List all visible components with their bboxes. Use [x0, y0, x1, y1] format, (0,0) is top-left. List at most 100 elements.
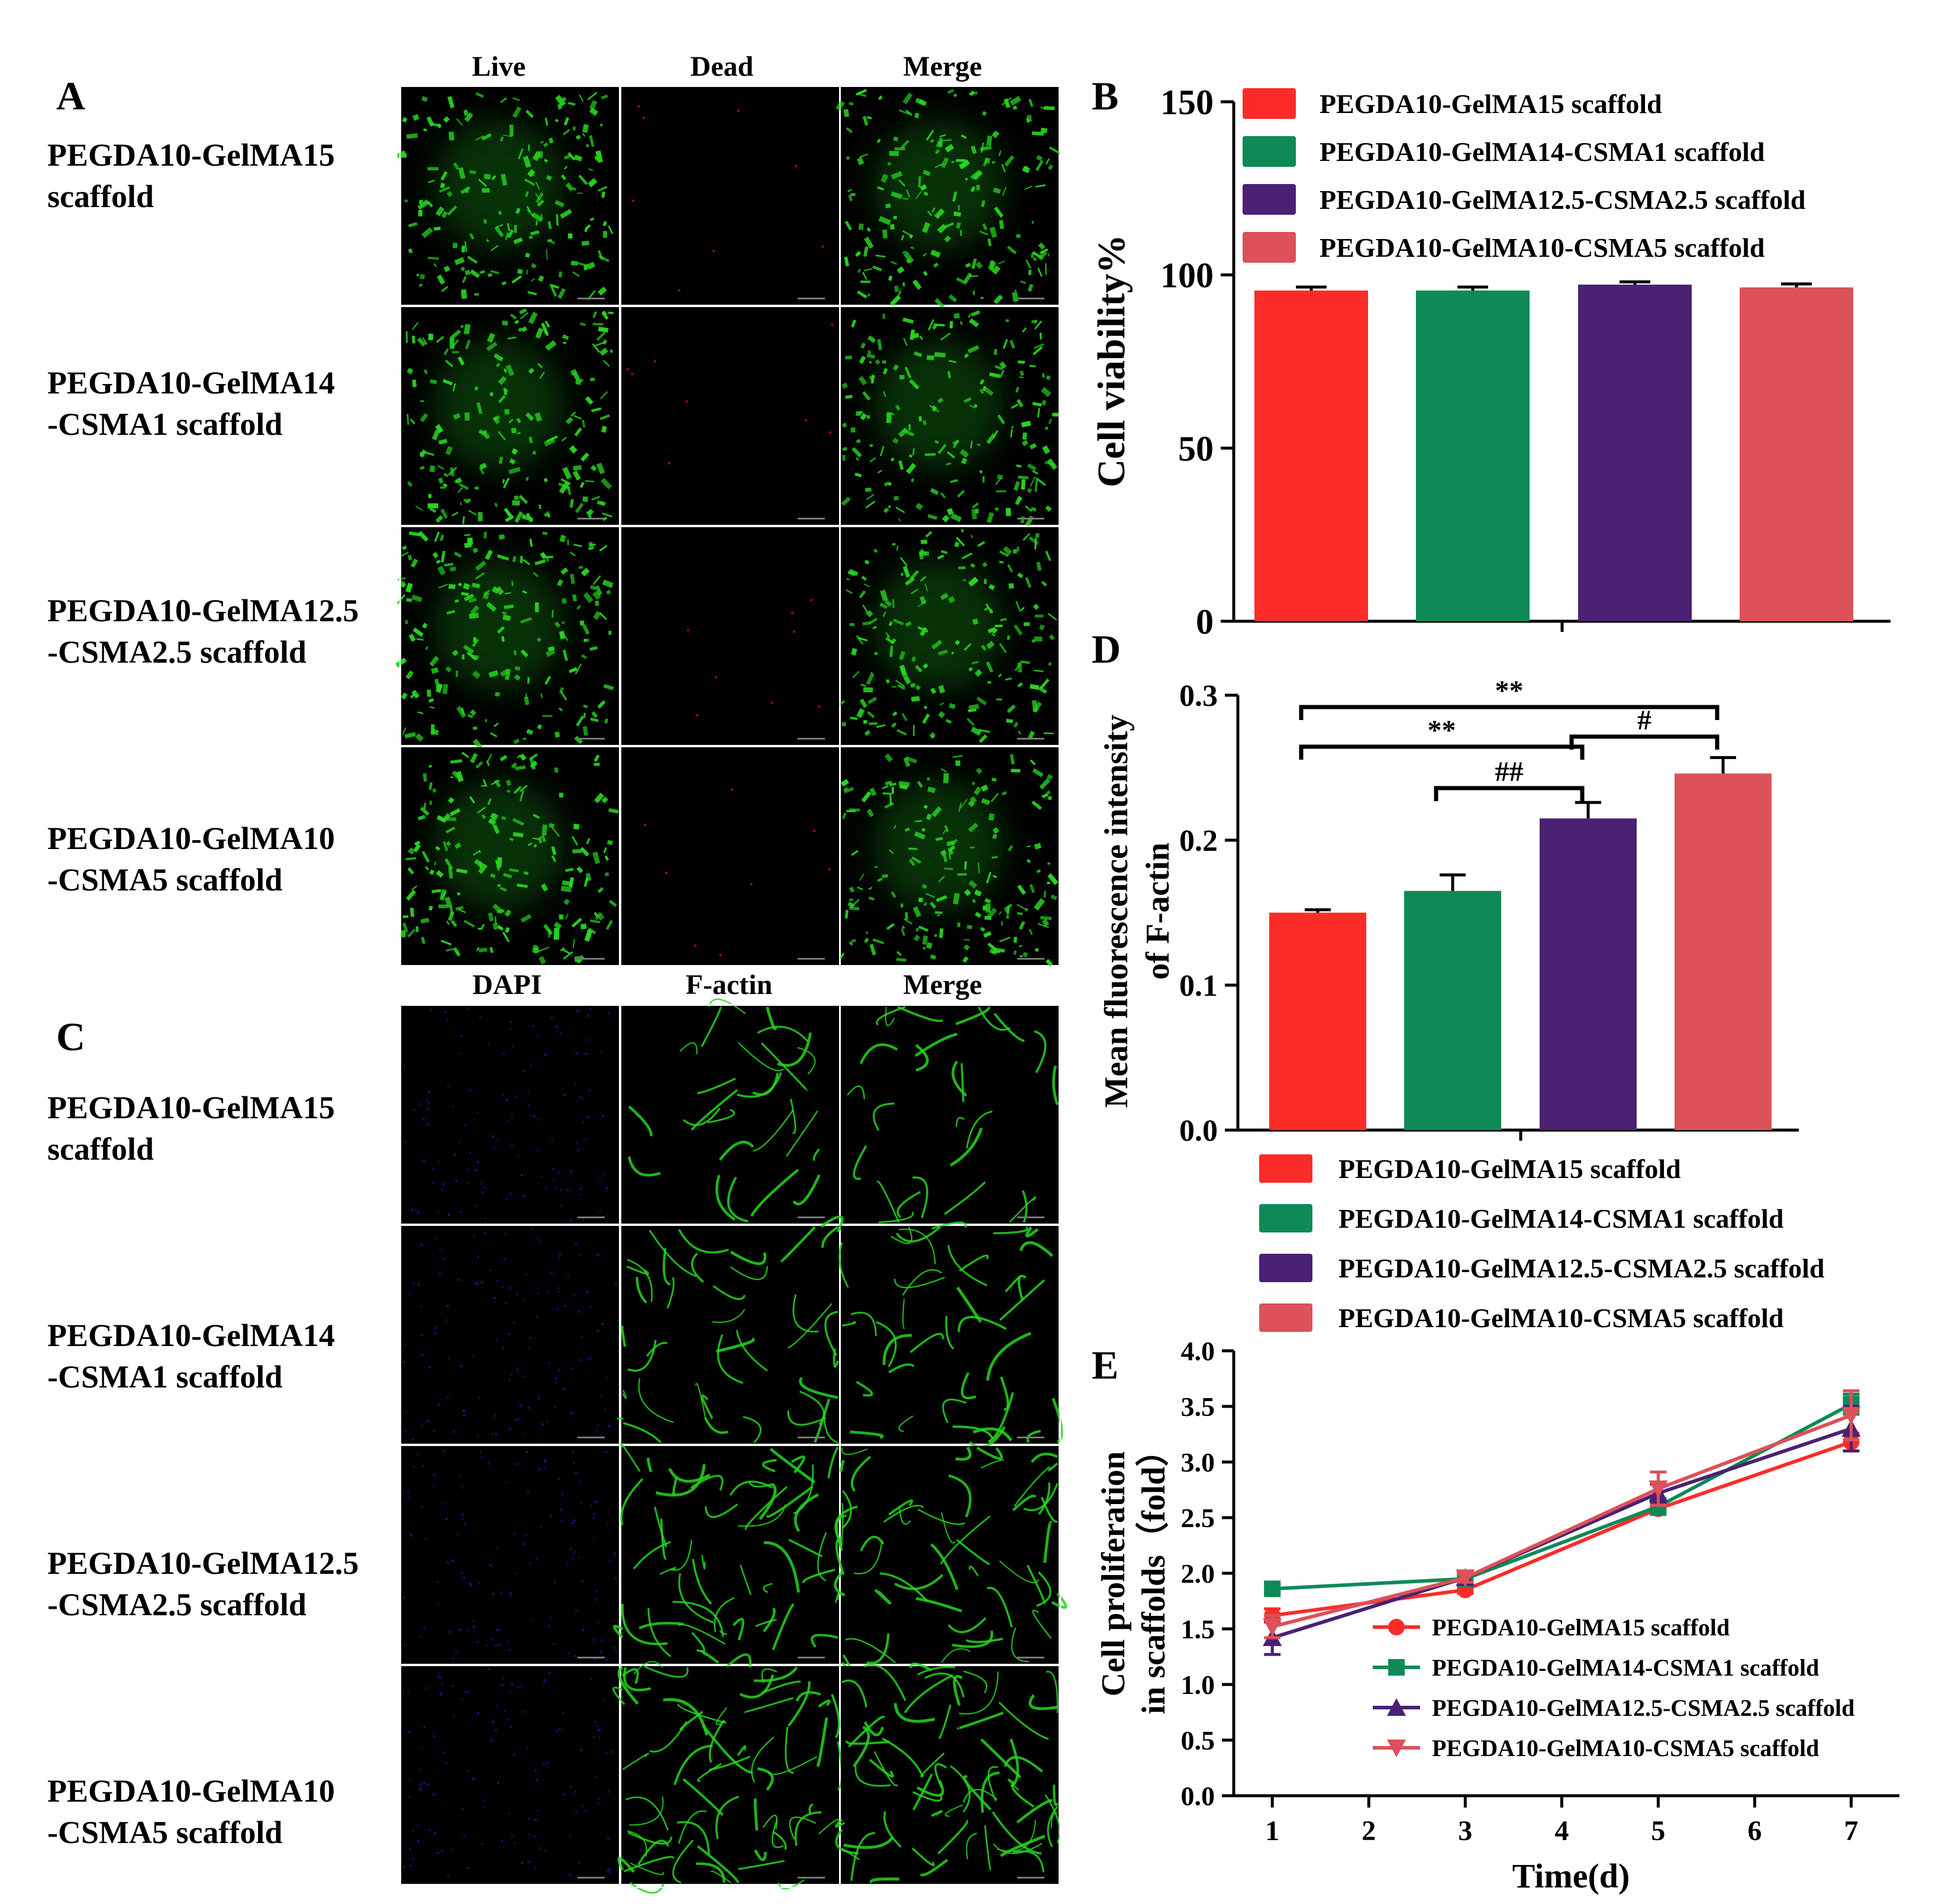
- cell-mark: [862, 604, 869, 613]
- actin-fiber: [999, 1560, 1040, 1583]
- cell-mark: [940, 332, 951, 341]
- actin-fiber: [691, 1089, 738, 1131]
- cell-mark: [528, 367, 535, 374]
- cell-mark: [909, 329, 915, 340]
- panel-c-tile-r2-c2: [617, 1215, 844, 1444]
- cell-mark: [479, 466, 485, 475]
- cell-mark: [436, 559, 441, 564]
- cell-mark: [901, 713, 908, 721]
- cell-mark: [884, 753, 893, 763]
- cell-mark: [518, 495, 528, 505]
- cell-mark: [440, 508, 448, 519]
- cell-mark: [456, 892, 461, 896]
- cell-mark: [595, 912, 602, 921]
- nucleus-mark: [559, 1253, 562, 1256]
- cell-mark: [421, 227, 433, 238]
- cell-mark: [992, 856, 998, 859]
- nucleus-mark: [530, 1228, 533, 1230]
- cell-mark: [878, 216, 891, 225]
- nucleus-mark: [608, 1838, 611, 1841]
- cell-mark: [924, 583, 928, 591]
- nucleus-mark: [483, 1232, 486, 1235]
- cell-mark: [472, 738, 483, 750]
- cell-mark: [420, 274, 425, 280]
- nucleus-mark: [520, 1685, 522, 1688]
- nucleus-mark: [557, 1287, 560, 1290]
- nucleus-mark: [440, 1693, 442, 1696]
- nucleus-mark: [537, 1398, 540, 1400]
- cell-mark: [892, 364, 899, 371]
- nucleus-mark: [563, 1387, 565, 1390]
- cell-mark: [529, 538, 533, 547]
- cell-mark: [478, 863, 488, 874]
- cell-mark: [589, 217, 595, 221]
- cell-mark: [402, 727, 407, 735]
- nucleus-mark: [511, 1683, 514, 1686]
- cell-mark: [981, 798, 991, 805]
- actin-fiber: [938, 1704, 951, 1740]
- scale-bar: [798, 1877, 825, 1879]
- cell-mark: [430, 724, 435, 735]
- cell-mark: [882, 368, 888, 375]
- cell-mark: [914, 831, 925, 840]
- cell-mark: [952, 755, 963, 758]
- nucleus-mark: [605, 1752, 608, 1755]
- cell-mark: [601, 191, 605, 198]
- cell-mark: [869, 457, 876, 463]
- nucleus-mark: [553, 1643, 555, 1645]
- nucleus-mark: [483, 1186, 486, 1189]
- nucleus-mark: [550, 1271, 553, 1274]
- cell-mark: [888, 275, 893, 281]
- cell-mark: [909, 234, 914, 239]
- cell-mark: [1005, 677, 1012, 681]
- actin-fiber: [1017, 1274, 1027, 1301]
- nucleus-mark: [577, 1149, 580, 1151]
- nucleus-mark: [442, 1183, 445, 1186]
- cell-mark: [472, 670, 481, 679]
- cell-mark: [953, 211, 962, 217]
- nucleus-mark: [472, 1619, 475, 1622]
- nucleus-mark: [534, 1769, 537, 1772]
- nucleus-mark: [438, 1248, 441, 1251]
- actin-fiber: [959, 1254, 989, 1272]
- tile-background: [401, 1666, 619, 1884]
- cell-mark: [1007, 704, 1016, 714]
- cell-mark: [947, 451, 956, 459]
- cell-mark: [944, 867, 953, 870]
- cell-mark: [918, 550, 924, 560]
- scale-bar: [578, 1216, 605, 1218]
- nucleus-mark: [437, 1211, 440, 1214]
- cell-mark: [1027, 283, 1034, 292]
- panel-a-tile-r2-c3: [841, 307, 1059, 527]
- cell-mark: [956, 277, 967, 285]
- nucleus-mark: [517, 1686, 520, 1689]
- cell-mark: [1041, 399, 1047, 406]
- actin-fiber: [769, 1447, 816, 1484]
- nucleus-mark: [513, 1532, 516, 1535]
- actin-fiber: [1041, 1496, 1058, 1523]
- cell-mark: [957, 873, 967, 876]
- dead-cell-mark: [642, 117, 645, 120]
- cell-mark: [504, 604, 514, 609]
- cell-mark: [454, 842, 462, 850]
- cell-mark: [502, 614, 511, 621]
- cell-mark: [978, 728, 991, 733]
- chart-d-legend-swatch-4: [1259, 1303, 1312, 1332]
- nucleus-mark: [600, 1650, 602, 1653]
- actin-fiber: [814, 1398, 831, 1443]
- cell-mark: [483, 173, 491, 180]
- cell-mark: [483, 219, 487, 224]
- cell-mark: [464, 412, 470, 421]
- nucleus-mark: [540, 1175, 543, 1178]
- cell-mark: [512, 106, 522, 118]
- cell-mark: [428, 333, 434, 340]
- cell-mark: [432, 788, 437, 793]
- cell-mark: [856, 157, 864, 166]
- panel-a-col-merge: Merge: [903, 51, 982, 82]
- tile-background: [621, 1226, 839, 1444]
- actin-fiber: [853, 1145, 867, 1180]
- cell-mark: [512, 556, 517, 563]
- actin-fiber: [1021, 1190, 1028, 1223]
- nucleus-mark: [508, 1332, 511, 1335]
- cell-mark: [463, 583, 470, 590]
